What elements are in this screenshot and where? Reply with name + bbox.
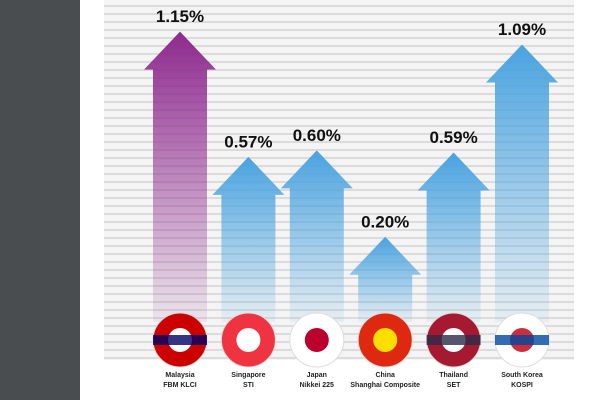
flag-detail	[373, 328, 398, 352]
category-label: Singapore	[231, 372, 265, 379]
value-label: 0.20%	[361, 212, 409, 231]
arrow-bar	[280, 150, 353, 322]
category-label: Malaysia	[165, 372, 194, 379]
flag-detail	[304, 328, 329, 352]
arrow-bar	[417, 152, 490, 322]
arrow-bar	[486, 44, 558, 323]
category-label: KOSPI	[511, 382, 533, 389]
flag-detail	[236, 328, 261, 352]
arrow-bar	[349, 236, 422, 322]
value-label: 1.15%	[156, 7, 204, 26]
side-panel	[0, 0, 80, 400]
category-label: Shanghai Composite	[350, 382, 420, 389]
category-label: China	[375, 372, 395, 379]
category-label: Japan	[307, 372, 327, 379]
arrow-bar	[144, 31, 216, 322]
category-label: FBM KLCI	[163, 382, 196, 389]
category-label: Thailand	[439, 372, 468, 379]
category-label: Nikkei 225	[300, 382, 334, 389]
value-label: 0.59%	[429, 128, 477, 147]
category-label: SET	[447, 382, 461, 389]
category-label: South Korea	[501, 372, 543, 379]
value-label: 0.57%	[224, 132, 272, 151]
flag-detail	[153, 335, 207, 345]
arrow-bar	[212, 156, 285, 322]
value-label: 1.09%	[498, 20, 546, 39]
category-label: STI	[243, 382, 254, 389]
flag-detail	[426, 335, 481, 345]
value-label: 0.60%	[293, 126, 341, 145]
flag-detail	[495, 335, 549, 345]
